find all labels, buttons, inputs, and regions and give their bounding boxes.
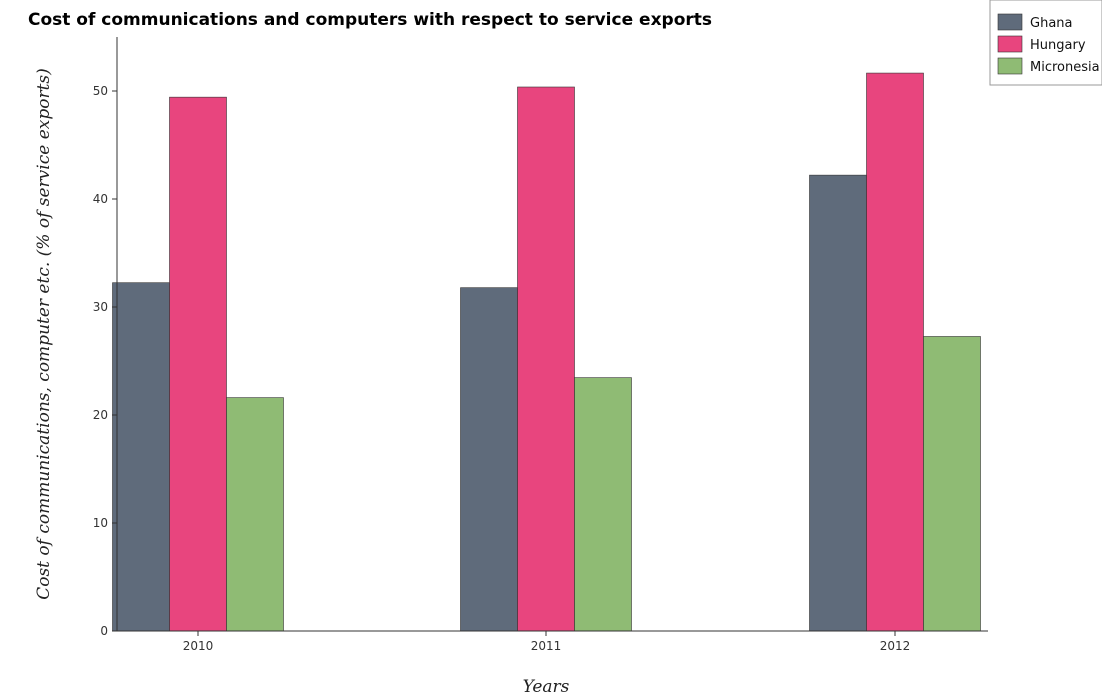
legend-label-hungary: Hungary	[1030, 38, 1086, 53]
y-tick-label: 40	[93, 192, 108, 206]
bar-ghana-2011	[460, 287, 518, 632]
bars-group	[112, 72, 981, 632]
chart-title: Cost of communications and computers wit…	[28, 10, 712, 30]
legend-label-ghana: Ghana	[1030, 16, 1073, 31]
y-tick-label: 30	[93, 300, 108, 314]
x-tick-label: 2010	[183, 639, 214, 653]
y-tick-label: 20	[93, 408, 108, 422]
y-ticks: 0 10 20 30 40 50	[93, 84, 117, 638]
legend-swatch-micronesia	[997, 57, 1023, 75]
legend-label-micronesia: Micronesia	[1030, 60, 1100, 75]
bar-ghana-2012	[809, 174, 867, 632]
bar-micronesia-2012	[923, 336, 981, 632]
x-ticks: 2010 2011 2012	[183, 631, 911, 653]
y-tick-label: 50	[93, 84, 108, 98]
y-tick-label: 0	[100, 624, 108, 638]
bar-hungary-2012	[866, 72, 924, 632]
x-axis-label: Years	[523, 677, 570, 697]
legend: Ghana Hungary Micronesia	[989, 0, 1102, 86]
bar-ghana-2010	[112, 282, 170, 632]
legend-swatch-ghana	[997, 13, 1023, 31]
bar-hungary-2010	[169, 96, 227, 632]
bar-hungary-2011	[517, 86, 575, 632]
x-tick-label: 2012	[880, 639, 911, 653]
bar-micronesia-2010	[226, 397, 284, 632]
y-axis-label: Cost of communications, computer etc. (%…	[34, 68, 54, 600]
y-tick-label: 10	[93, 516, 108, 530]
axes-group	[116, 37, 988, 632]
bar-micronesia-2011	[574, 377, 632, 632]
legend-swatch-hungary	[997, 35, 1023, 53]
x-tick-label: 2011	[531, 639, 562, 653]
